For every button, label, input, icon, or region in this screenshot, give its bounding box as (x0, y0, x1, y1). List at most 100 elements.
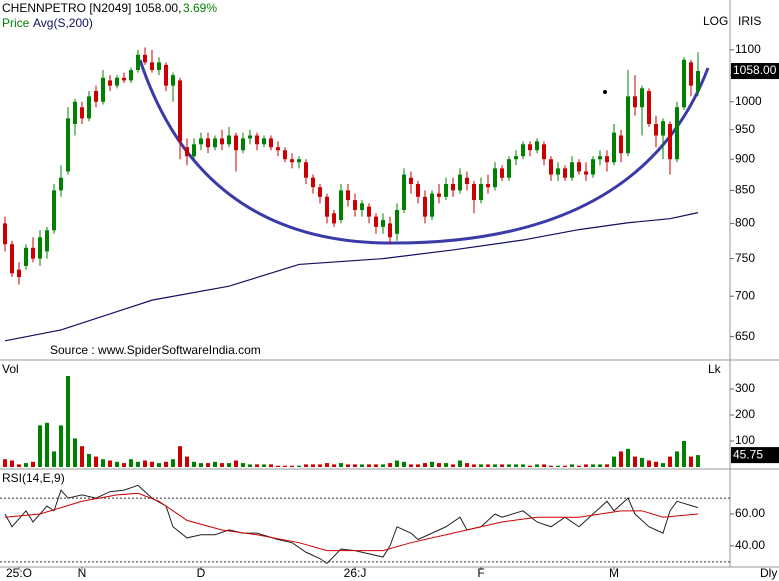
candle-body (626, 96, 630, 154)
candle-body (437, 193, 441, 197)
candle-body (262, 138, 266, 145)
candle-body (94, 90, 98, 102)
volume-bar (304, 464, 308, 467)
candle-body (430, 193, 434, 217)
volume-bar (479, 464, 483, 467)
candle-body (87, 96, 91, 119)
volume-bar (423, 463, 427, 467)
candle-body (164, 64, 168, 86)
candle-body (374, 216, 378, 227)
volume-bar (262, 464, 266, 467)
candle-body (640, 88, 644, 108)
moving-average (4, 212, 699, 342)
candle-body (381, 220, 385, 227)
candle-body (584, 171, 588, 175)
volume-bar (598, 464, 602, 467)
volume-bar (689, 456, 693, 467)
volume-bar (94, 456, 98, 467)
candle-body (227, 135, 231, 145)
candle-body (654, 124, 658, 136)
last-volume-label: 45.75 (733, 447, 763, 461)
scale-label: LOG (703, 14, 728, 28)
volume-bar (52, 451, 56, 467)
volume-bar (108, 460, 112, 467)
candle-body (17, 269, 21, 278)
y-tick-label: 60.00 (735, 506, 765, 520)
candle-body (248, 135, 252, 139)
candle-body (24, 247, 28, 266)
volume-bar (3, 459, 7, 467)
chart-title: CHENNPETRO [N2049] 1058.00, (2, 1, 181, 15)
candle-body (402, 174, 406, 210)
candle-body (689, 62, 693, 86)
candle-body (633, 96, 637, 108)
candle-body (360, 203, 364, 210)
volume-bar (129, 459, 133, 467)
volume-bar (451, 464, 455, 467)
volume-bar (577, 465, 581, 467)
volume-bar (654, 461, 658, 467)
volume-bar (388, 463, 392, 467)
candle-body (290, 159, 294, 163)
volume-bar (493, 464, 497, 467)
volume-bar (248, 464, 252, 467)
candle-body (353, 200, 357, 210)
candle-body (507, 159, 511, 178)
candle-body (388, 223, 392, 238)
volume-bar (402, 461, 406, 467)
candle-body (395, 209, 399, 234)
volume-bar (332, 464, 336, 467)
volume-bar (213, 461, 217, 467)
panel-title: Vol (2, 362, 19, 376)
volume-bar (185, 456, 189, 467)
volume-bar (500, 464, 504, 467)
volume-bar (115, 461, 119, 467)
volume-bar (668, 456, 672, 467)
candle-body (458, 174, 462, 191)
candle-body (577, 162, 581, 172)
candle-body (598, 156, 602, 160)
volume-bar (486, 464, 490, 467)
candle-body (549, 159, 553, 175)
x-tick-label: M (609, 566, 619, 580)
volume-bar (87, 454, 91, 467)
candle-body (241, 138, 245, 151)
candle-body (465, 177, 469, 185)
candle-body (108, 80, 112, 86)
candle-body (136, 54, 140, 71)
volume-bar (472, 464, 476, 467)
candle-body (38, 237, 42, 259)
candle-body (696, 71, 700, 91)
candle-body (346, 190, 350, 201)
candle-body (192, 144, 196, 157)
volume-bar (444, 463, 448, 467)
x-tick-label: 26:J (344, 566, 367, 580)
volume-bar (283, 465, 287, 467)
candle-body (304, 162, 308, 178)
candle-body (444, 184, 448, 197)
source: Source : www.SpiderSoftwareIndia.com (50, 343, 261, 357)
volume-bar (220, 463, 224, 467)
volume-bar (626, 448, 630, 467)
candle-body (416, 184, 420, 197)
volume-bar (17, 464, 21, 467)
candle-body (66, 118, 70, 172)
candle-body (535, 141, 539, 151)
volume-bar (325, 463, 329, 467)
y-tick-label: 40.00 (735, 538, 765, 552)
marker-dot (603, 90, 607, 94)
candle-body (556, 168, 560, 175)
volume-bar (346, 464, 350, 467)
candle-body (73, 101, 77, 125)
cup-annotation (138, 59, 710, 245)
candle-body (318, 187, 322, 197)
candle-body (451, 184, 455, 191)
candle-body (493, 168, 497, 188)
candle-body (668, 124, 672, 160)
candle-body (178, 80, 182, 142)
x-tick-label: D (197, 566, 206, 580)
volume-bar (395, 460, 399, 467)
volume-bar (458, 460, 462, 467)
last-price-label: 1058.00 (733, 63, 777, 77)
candle-body (542, 144, 546, 160)
